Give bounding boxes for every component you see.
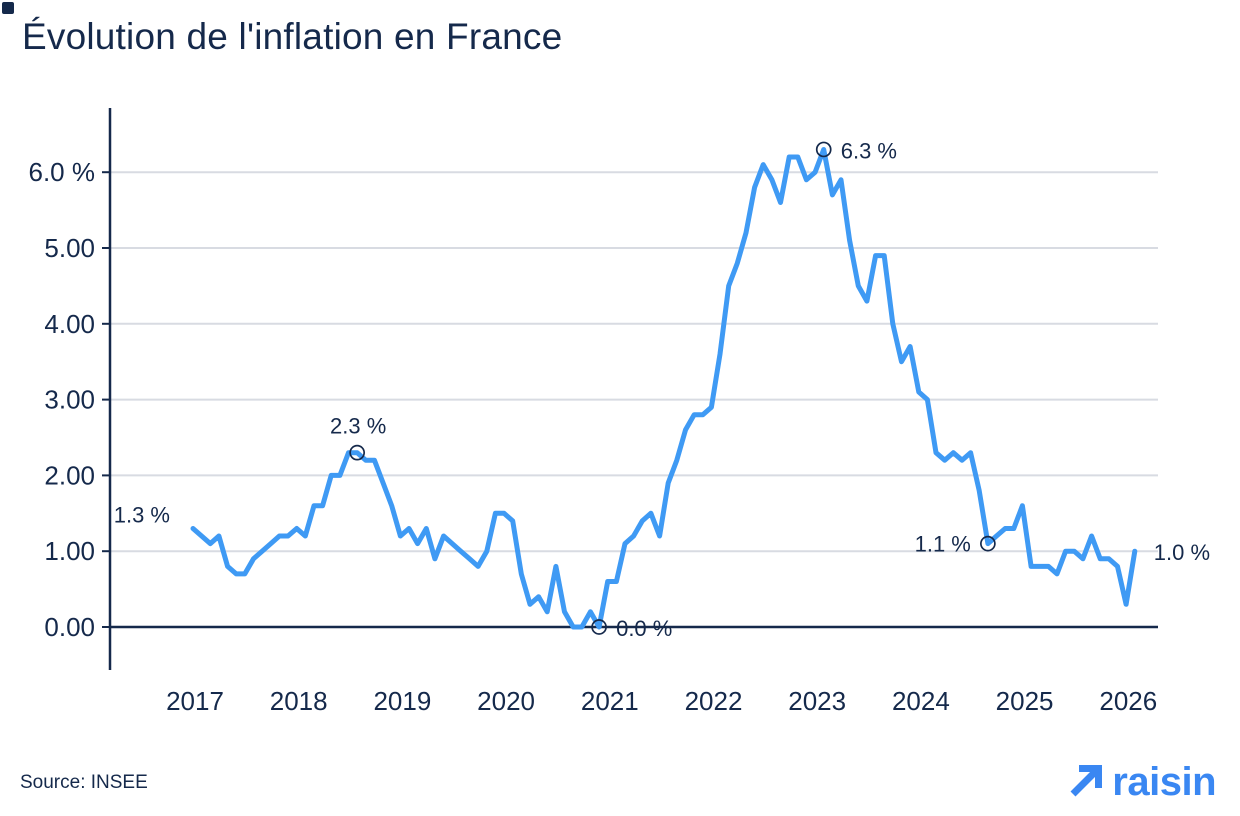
raisin-logo-text: raisin	[1112, 760, 1216, 804]
annotation-label: 1.3 %	[114, 502, 170, 527]
y-tick-label: 0.00	[44, 612, 95, 642]
y-tick-label: 1.00	[44, 536, 95, 566]
x-tick-label: 2019	[373, 686, 431, 716]
x-tick-label: 2023	[788, 686, 846, 716]
annotation-label: 1.1 %	[915, 532, 971, 557]
y-tick-label: 6.0 %	[29, 157, 96, 187]
annotation-label: 1.0 %	[1154, 540, 1210, 565]
y-tick-label: 3.00	[44, 385, 95, 415]
y-tick-label: 4.00	[44, 309, 95, 339]
x-tick-label: 2021	[581, 686, 639, 716]
annotation-label: 6.3 %	[841, 138, 897, 163]
x-tick-label: 2025	[996, 686, 1054, 716]
x-tick-label: 2024	[892, 686, 950, 716]
annotation-label: 0.0 %	[616, 616, 672, 641]
annotation-marker-circle	[349, 444, 366, 461]
annotation-marker-circle	[591, 619, 607, 635]
raisin-logo: raisin	[1066, 762, 1216, 802]
x-tick-label: 2026	[1099, 686, 1157, 716]
y-tick-label: 2.00	[44, 460, 95, 490]
corner-mark	[2, 2, 14, 14]
x-tick-label: 2018	[270, 686, 328, 716]
x-tick-label: 2017	[166, 686, 224, 716]
arrow-up-right-icon	[1070, 765, 1103, 797]
x-tick-label: 2020	[477, 686, 535, 716]
annotation-marker-circle	[815, 141, 832, 158]
source-label: Source: INSEE	[20, 772, 148, 793]
annotation-label: 2.3 %	[330, 414, 386, 439]
annotation-marker-circle	[980, 535, 996, 552]
x-tick-label: 2022	[685, 686, 743, 716]
chart-title: Évolution de l'inflation en France	[22, 16, 563, 57]
inflation-line	[190, 147, 1138, 630]
y-tick-label: 5.00	[44, 233, 95, 263]
